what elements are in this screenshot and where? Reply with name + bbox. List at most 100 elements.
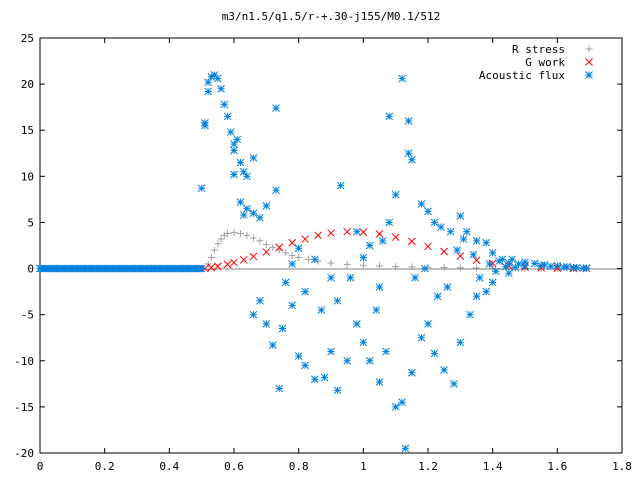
x-tick-label: 1.4	[483, 460, 503, 473]
data-point	[504, 269, 513, 278]
series-g-work	[201, 227, 591, 273]
legend-marker	[585, 45, 593, 53]
data-point	[275, 384, 284, 393]
x-axis-ticks: 0 0.2 0.4 0.6 0.8 1 1.2 1.4 1.6 1.8	[37, 38, 632, 473]
data-point	[301, 361, 309, 370]
data-point	[440, 264, 448, 272]
data-point	[217, 84, 225, 93]
data-point	[359, 338, 368, 347]
data-point	[398, 74, 406, 83]
data-point	[417, 333, 426, 342]
data-point	[456, 338, 465, 347]
data-point	[262, 248, 271, 256]
data-point	[314, 231, 322, 240]
data-point	[301, 235, 309, 243]
data-point	[278, 324, 287, 333]
data-point	[256, 237, 264, 245]
x-tick-label: 0	[37, 460, 44, 473]
data-point	[501, 262, 510, 271]
data-point	[249, 154, 258, 162]
data-point	[473, 264, 480, 272]
data-point	[547, 262, 555, 271]
data-point	[579, 264, 588, 272]
data-point	[214, 240, 222, 248]
data-point	[495, 257, 503, 266]
data-point	[456, 264, 464, 272]
data-point	[211, 246, 219, 254]
data-point	[207, 253, 215, 261]
data-point	[411, 273, 419, 282]
data-point	[446, 227, 455, 236]
data-point	[223, 112, 232, 121]
data-point	[333, 296, 342, 305]
data-point	[521, 258, 529, 266]
data-point	[378, 237, 387, 245]
data-point	[317, 306, 326, 314]
data-point	[488, 249, 497, 257]
data-point	[440, 366, 449, 374]
data-point	[391, 233, 400, 242]
data-point	[472, 256, 481, 265]
data-point	[327, 229, 335, 237]
plot-area	[36, 71, 591, 453]
data-point	[488, 278, 497, 287]
data-point	[430, 218, 439, 227]
data-point	[375, 230, 384, 238]
y-axis-ticks: -20 -15 -10 -5 0 5 10 15 20 25	[14, 32, 622, 460]
data-point	[462, 227, 471, 236]
data-point	[385, 218, 394, 227]
x-tick-label: 0.2	[95, 460, 115, 473]
data-point	[353, 227, 361, 236]
data-point	[213, 74, 222, 83]
data-point	[385, 112, 394, 121]
data-point	[346, 273, 355, 282]
data-point	[262, 201, 271, 210]
data-point	[553, 261, 562, 270]
data-point	[310, 375, 319, 384]
y-tick-label: -10	[14, 355, 34, 368]
data-point	[272, 104, 280, 112]
data-point	[443, 283, 452, 291]
data-point	[424, 207, 432, 216]
data-point	[230, 170, 238, 179]
data-point	[365, 356, 374, 365]
data-point	[401, 444, 410, 453]
data-point	[569, 263, 578, 272]
data-point	[466, 310, 474, 319]
data-point	[343, 356, 352, 365]
data-point	[485, 260, 494, 268]
data-point	[417, 200, 426, 208]
data-point	[359, 253, 368, 262]
data-point	[407, 237, 416, 246]
data-point	[288, 260, 297, 268]
legend-label: Acoustic flux	[479, 69, 565, 82]
data-point	[336, 181, 345, 190]
data-point	[420, 264, 429, 273]
data-point	[375, 283, 384, 291]
series-acoustic-flux	[36, 71, 591, 453]
data-point	[433, 292, 442, 301]
data-point	[236, 230, 244, 238]
data-point	[407, 155, 416, 164]
data-point	[492, 267, 500, 276]
data-point	[275, 243, 284, 252]
data-point	[220, 231, 228, 239]
x-tick-label: 1	[360, 460, 367, 473]
data-point	[233, 135, 242, 144]
data-point	[295, 253, 303, 261]
y-tick-label: -15	[14, 401, 34, 414]
data-point	[475, 273, 484, 282]
data-point	[272, 186, 280, 195]
data-point	[236, 158, 245, 167]
data-point	[456, 212, 465, 220]
data-point	[407, 368, 416, 377]
data-point	[453, 246, 461, 254]
data-point	[530, 259, 539, 268]
data-point	[236, 198, 245, 207]
data-point	[243, 204, 251, 213]
y-tick-label: 0	[27, 263, 34, 276]
y-tick-label: -20	[14, 447, 34, 460]
data-point	[559, 263, 568, 272]
y-tick-label: 25	[21, 32, 34, 45]
